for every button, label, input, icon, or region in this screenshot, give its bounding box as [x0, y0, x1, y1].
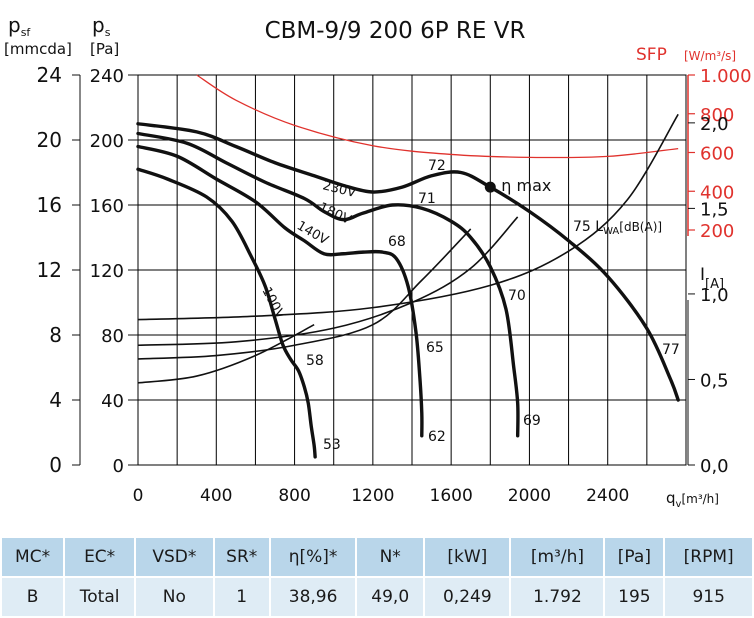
sound-level-label: 71 — [418, 191, 436, 207]
pressure-curve-230v — [136, 122, 680, 402]
chart-title: CBM-9/9 200 6P RE VR — [265, 18, 526, 44]
current-tick-label: 0,0 — [700, 456, 729, 477]
current-axis-unit: [A] — [705, 277, 724, 292]
y-inner-tick-label: 0 — [113, 456, 124, 477]
pressure-curve-140v — [136, 144, 424, 438]
pressure-curves — [136, 122, 680, 459]
table-header-cell: [m³/h] — [509, 536, 606, 578]
spec-table: MC* EC* VSD* SR* η[%]* N* [kW] [m³/h] [P… — [0, 536, 754, 618]
sound-level-label: 62 — [428, 429, 446, 445]
y-inner-tick-label: 120 — [90, 261, 124, 282]
table-cell: 49,0 — [355, 576, 426, 618]
current-axis-label: I — [700, 265, 705, 285]
table-cell: 915 — [663, 576, 754, 618]
table-cell: 195 — [603, 576, 666, 618]
y-inner-tick-label: 160 — [90, 196, 124, 217]
x-tick-label: 0 — [133, 486, 144, 506]
y-outer-tick-label: 8 — [49, 323, 62, 347]
current-tick-label: 1,5 — [700, 199, 729, 220]
current-curve-180v — [137, 216, 519, 347]
sfp-tick-label: 600 — [700, 144, 734, 165]
table-header-cell: SR* — [212, 536, 271, 578]
table-cell: 1 — [212, 576, 271, 618]
table-header-cell: [RPM] — [663, 536, 754, 578]
x-tick-label: 1200 — [351, 486, 394, 506]
spec-table-row: B Total No 1 38,96 49,0 0,249 1.792 195 … — [0, 576, 754, 618]
x-tick-label: 800 — [278, 486, 310, 506]
y-outer-tick-label: 12 — [37, 258, 62, 282]
table-header-cell: [kW] — [423, 536, 512, 578]
table-header-cell: N* — [355, 536, 426, 578]
current-tick-label: 0,5 — [700, 370, 729, 391]
eta-max-label: η max — [501, 176, 551, 195]
y-outer-tick-label: 0 — [49, 453, 62, 477]
x-tick-label: 2000 — [508, 486, 551, 506]
sfp-curve-line — [196, 74, 679, 159]
sfp-curve — [196, 74, 679, 159]
y-inner-axis-unit: [Pa] — [90, 40, 119, 58]
y-outer-axis-label: psf — [8, 13, 31, 39]
table-header-cell: MC* — [0, 536, 66, 578]
table-header-cell: EC* — [63, 536, 137, 578]
spec-table-header-row: MC* EC* VSD* SR* η[%]* N* [kW] [m³/h] [P… — [0, 536, 754, 578]
current-curves — [137, 113, 679, 384]
chart-labels: 0 400 800 1200 1600 2000 2400 qv[m³/h]048121620… — [4, 13, 752, 510]
current-curve-100v — [137, 324, 315, 384]
current-curve-140v — [137, 228, 472, 360]
voltage-label: 180V — [316, 200, 353, 228]
y-inner-tick-label: 40 — [101, 391, 124, 412]
table-cell: 1.792 — [509, 576, 606, 618]
sfp-axis-unit: [W/m³/s] — [684, 49, 736, 63]
sound-level-label: 58 — [306, 353, 324, 369]
y-outer-tick-label: 24 — [37, 63, 62, 87]
y-inner-axis-label: ps — [92, 13, 111, 39]
voltage-label: 230V — [321, 178, 357, 201]
sfp-tick-label: 800 — [700, 105, 734, 126]
y-inner-tick-label: 80 — [101, 326, 124, 347]
sound-level-label: 72 — [428, 158, 446, 174]
sfp-tick-label: 1.000 — [700, 66, 752, 87]
pressure-curve-100v — [136, 167, 317, 459]
y-outer-tick-label: 20 — [37, 128, 62, 152]
y-inner-tick-label: 240 — [90, 66, 124, 87]
current-curve-230v — [137, 113, 679, 321]
sfp-axis-label: SFP — [636, 45, 667, 65]
table-cell: No — [134, 576, 215, 618]
y-outer-tick-label: 4 — [49, 388, 62, 412]
voltage-label: 140V — [294, 218, 331, 248]
table-header-cell: VSD* — [134, 536, 215, 578]
x-axis-label: qv[m³/h] — [666, 489, 719, 510]
x-tick-label: 2400 — [586, 486, 629, 506]
sfp-tick-label: 200 — [700, 221, 734, 242]
eta-max-point — [484, 181, 496, 193]
y-outer-axis-unit: [mmcda] — [4, 40, 72, 58]
y-outer-tick-label: 16 — [37, 193, 62, 217]
current-tick-label: 2,0 — [700, 114, 729, 135]
pressure-curve-180v — [136, 131, 520, 438]
chart-grid — [137, 74, 687, 466]
y-inner-tick-label: 200 — [90, 131, 124, 152]
fan-performance-chart: 0 400 800 1200 1600 2000 2400 qv[m³/h]048121620… — [4, 13, 752, 510]
table-cell: B — [0, 576, 66, 618]
sound-level-label: 53 — [323, 437, 341, 453]
table-header-cell: [Pa] — [603, 536, 666, 578]
sound-level-unit-label: 75 LWA[dB(A)] — [573, 219, 662, 237]
table-cell: Total — [63, 576, 137, 618]
sound-level-label: 70 — [508, 288, 526, 304]
table-cell: 0,249 — [423, 576, 512, 618]
x-tick-label: 400 — [200, 486, 232, 506]
current-tick-label: 1,0 — [700, 285, 729, 306]
sound-level-label: 65 — [426, 340, 444, 356]
table-header-cell: η[%]* — [268, 536, 358, 578]
sound-level-label: 77 — [662, 342, 680, 358]
sound-level-label: 68 — [388, 234, 406, 250]
x-tick-label: 1600 — [430, 486, 473, 506]
sfp-tick-label: 400 — [700, 182, 734, 203]
sound-level-label: 69 — [523, 413, 541, 429]
table-cell: 38,96 — [268, 576, 358, 618]
